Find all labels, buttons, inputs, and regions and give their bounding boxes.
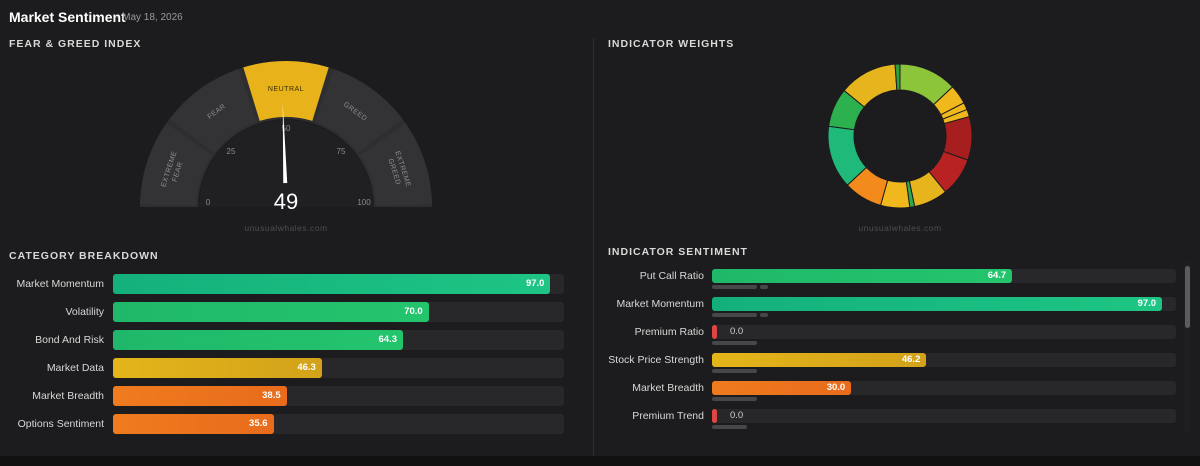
page-title: Market Sentiment xyxy=(9,9,126,25)
gauge-zone-extreme-greed xyxy=(359,123,432,206)
indicator-sub-bar xyxy=(712,397,757,401)
indicator-bar-value: 97.0 xyxy=(1137,298,1157,309)
category-bar-fill[interactable]: 38.5 xyxy=(113,386,287,406)
category-label: Options Sentiment xyxy=(17,418,104,430)
indicator-sentiment-title: INDICATOR SENTIMENT xyxy=(608,246,748,258)
indicator-bar-track: 64.7 xyxy=(712,269,1176,283)
indicator-bar-fill[interactable]: 97.0 xyxy=(712,297,1163,311)
gauge-needle xyxy=(282,103,288,184)
indicator-sub-bar xyxy=(712,313,757,317)
category-bar-value: 46.3 xyxy=(297,362,316,373)
category-bar-value: 70.0 xyxy=(404,306,423,317)
indicator-bar-value: 64.7 xyxy=(987,270,1007,281)
indicator-bar-fill[interactable]: 46.2 xyxy=(712,353,927,367)
category-bar-value: 38.5 xyxy=(262,390,281,401)
category-bar-track: 97.0 xyxy=(113,274,564,294)
category-bar-fill[interactable]: 64.3 xyxy=(113,330,403,350)
category-bar-fill[interactable]: 35.6 xyxy=(113,414,274,434)
category-breakdown-title: CATEGORY BREAKDOWN xyxy=(9,250,159,262)
donut-watermark: unusualwhales.com xyxy=(858,223,942,233)
indicator-sub-bar xyxy=(760,285,768,289)
scrollbar-track[interactable] xyxy=(1184,262,1191,432)
indicator-sub-bar xyxy=(712,425,747,429)
indicator-bar-track: 0.0 xyxy=(712,409,1176,423)
gauge-zone-neutral xyxy=(243,61,329,121)
gauge-zone-extreme-fear xyxy=(140,123,213,206)
indicator-bar-track: 30.0 xyxy=(712,381,1176,395)
category-bar-track: 38.5 xyxy=(113,386,564,406)
indicator-bar-fill[interactable]: 30.0 xyxy=(712,381,852,395)
indicator-bar-fill[interactable] xyxy=(712,409,717,423)
page-date: - May 18, 2026 xyxy=(116,12,183,23)
gauge-tick-label: 100 xyxy=(357,198,371,207)
category-bar-track: 46.3 xyxy=(113,358,564,378)
gauge-tick-label: 50 xyxy=(282,124,291,133)
category-bar-track: 35.6 xyxy=(113,414,564,434)
gauge-tick-label: 25 xyxy=(227,147,236,156)
category-bar-track: 70.0 xyxy=(113,302,564,322)
indicator-bar-fill[interactable]: 64.7 xyxy=(712,269,1013,283)
indicator-weights-title: INDICATOR WEIGHTS xyxy=(608,38,735,50)
category-label: Bond And Risk xyxy=(35,334,104,346)
fear-greed-title: FEAR & GREED INDEX xyxy=(9,38,142,50)
header-bar: Market Sentiment - May 18, 2026 xyxy=(0,0,1200,34)
category-bar-value: 64.3 xyxy=(378,334,397,345)
category-label: Market Breadth xyxy=(32,390,104,402)
donut-segment[interactable] xyxy=(894,63,901,91)
panel-divider xyxy=(593,38,594,456)
gauge-tick-label: 0 xyxy=(206,198,211,207)
indicator-bar-track: 46.2 xyxy=(712,353,1176,367)
category-bar-fill[interactable]: 97.0 xyxy=(113,274,551,294)
indicator-bar-track: 0.0 xyxy=(712,325,1176,339)
indicator-sub-bar xyxy=(712,341,757,345)
indicator-bar-fill[interactable] xyxy=(712,325,717,339)
gauge-zone-greed xyxy=(315,68,403,153)
indicator-bar-value: 46.2 xyxy=(901,354,921,365)
gauge-zone-fear xyxy=(169,68,257,153)
category-label: Market Data xyxy=(46,362,104,374)
category-bar-track: 64.3 xyxy=(113,330,564,350)
indicator-sub-bar xyxy=(712,369,757,373)
category-label: Market Momentum xyxy=(16,278,104,290)
category-bar-value: 35.6 xyxy=(249,418,268,429)
scrollbar-thumb[interactable] xyxy=(1185,266,1190,328)
category-bar-value: 97.0 xyxy=(525,278,545,289)
indicator-bar-value: 0.0 xyxy=(730,410,744,421)
indicator-sub-bar xyxy=(760,313,768,317)
indicator-label: Premium Trend xyxy=(632,410,704,422)
indicator-label: Premium Ratio xyxy=(634,326,704,338)
indicator-label: Market Momentum xyxy=(616,298,704,310)
gauge-watermark: unusualwhales.com xyxy=(244,223,328,233)
gauge-tick-label: 75 xyxy=(337,147,346,156)
category-bar-fill[interactable]: 70.0 xyxy=(113,302,429,322)
category-bar-fill[interactable]: 46.3 xyxy=(113,358,322,378)
fear-greed-gauge: EXTREMEFEARFEARNEUTRALGREEDEXTREMEGREED … xyxy=(140,61,432,214)
indicator-bar-value: 0.0 xyxy=(730,326,744,337)
indicator-label: Stock Price Strength xyxy=(608,354,704,366)
category-label: Volatility xyxy=(65,306,104,318)
gauge-zone-label: NEUTRAL xyxy=(268,86,304,93)
indicator-label: Put Call Ratio xyxy=(639,270,704,282)
indicator-weights-donut xyxy=(827,63,973,209)
indicator-bar-track: 97.0 xyxy=(712,297,1176,311)
bottom-bar xyxy=(0,456,1200,466)
indicator-bar-value: 30.0 xyxy=(826,382,846,393)
indicator-sub-bar xyxy=(712,285,757,289)
indicator-label: Market Breadth xyxy=(632,382,704,394)
gauge-value: 49 xyxy=(274,189,298,214)
